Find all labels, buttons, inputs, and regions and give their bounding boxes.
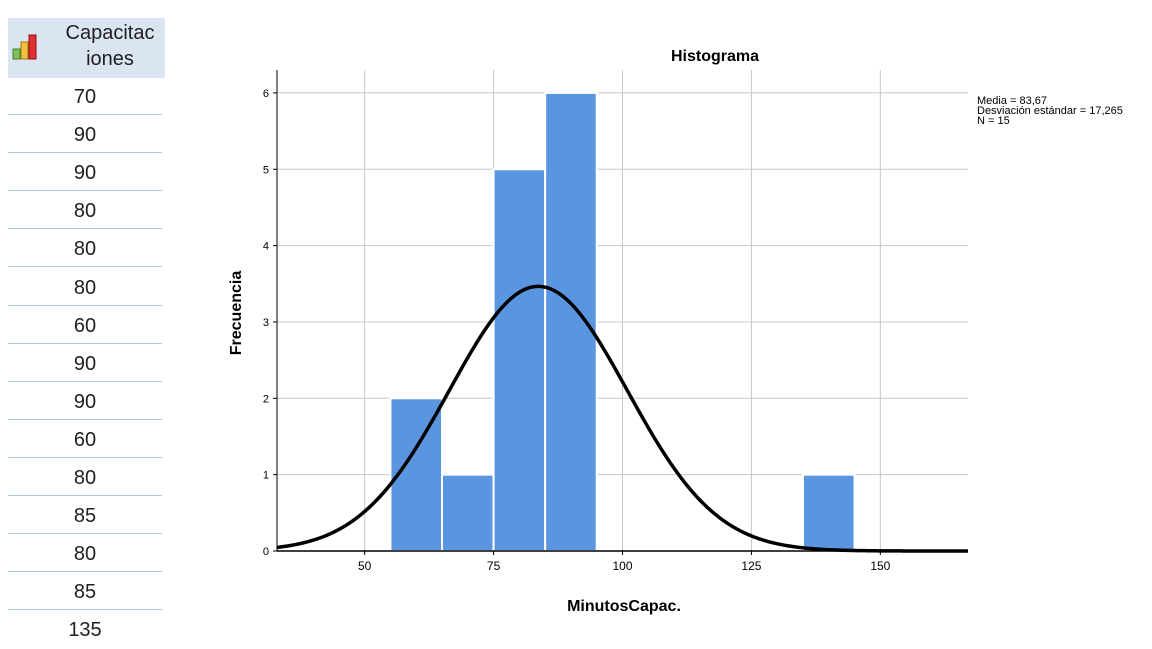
legend-line: Media = 83,67 bbox=[977, 95, 1047, 107]
data-cell[interactable]: 85 bbox=[8, 497, 162, 535]
y-tick-label: 3 bbox=[263, 317, 269, 329]
x-tick-label: 100 bbox=[612, 559, 632, 573]
legend-line: Desviación estándar = 17,265 bbox=[977, 105, 1123, 117]
x-axis-label: MinutosCapac. bbox=[567, 598, 681, 615]
legend-line: N = 15 bbox=[977, 115, 1010, 127]
data-cell[interactable]: 90 bbox=[8, 116, 162, 154]
normal-curve bbox=[276, 284, 968, 553]
data-cell[interactable]: 80 bbox=[8, 230, 162, 268]
x-tick-label: 150 bbox=[870, 559, 890, 573]
data-cell[interactable]: 60 bbox=[8, 307, 162, 344]
x-tick-label: 125 bbox=[741, 559, 761, 573]
histogram-bar bbox=[544, 91, 598, 553]
data-cell[interactable]: 80 bbox=[8, 192, 162, 230]
y-tick-label: 4 bbox=[263, 241, 269, 253]
data-cell[interactable]: 60 bbox=[8, 421, 162, 458]
column-header[interactable]: Capacitac iones bbox=[8, 18, 165, 78]
y-axis-label: Frecuencia bbox=[228, 271, 245, 356]
histogram-bar bbox=[441, 473, 495, 552]
y-tick-label: 1 bbox=[263, 470, 269, 482]
x-tick-label: 50 bbox=[358, 559, 372, 573]
x-tick-label: 75 bbox=[487, 559, 501, 573]
histogram-bar bbox=[492, 168, 547, 552]
data-cell[interactable]: 80 bbox=[8, 459, 162, 496]
y-tick-label: 2 bbox=[263, 393, 269, 405]
data-cell[interactable]: 85 bbox=[8, 573, 162, 611]
data-cell[interactable]: 70 bbox=[8, 78, 162, 115]
data-cell[interactable]: 90 bbox=[8, 154, 162, 192]
scale-variable-icon bbox=[12, 34, 37, 60]
data-cell[interactable]: 90 bbox=[8, 383, 162, 420]
data-cell[interactable]: 80 bbox=[8, 535, 162, 573]
histogram-chart: 50 75 100 125 150 0 1 2 3 4 5 6 Histograma MinutosC… bbox=[228, 48, 1123, 615]
data-cell[interactable]: 80 bbox=[8, 269, 162, 306]
y-tick-label: 6 bbox=[263, 88, 269, 100]
y-tick-label: 0 bbox=[263, 546, 269, 558]
y-tick-label: 5 bbox=[263, 164, 269, 176]
data-cell[interactable]: 90 bbox=[8, 345, 162, 382]
column-header-label: Capacitac iones bbox=[65, 22, 155, 70]
chart-title: Histograma bbox=[671, 48, 759, 65]
data-column: Capacitac iones 70 90 90 80 80 80 60 90 90 60 80 85… bbox=[0, 0, 165, 641]
histogram-bar bbox=[801, 473, 856, 552]
